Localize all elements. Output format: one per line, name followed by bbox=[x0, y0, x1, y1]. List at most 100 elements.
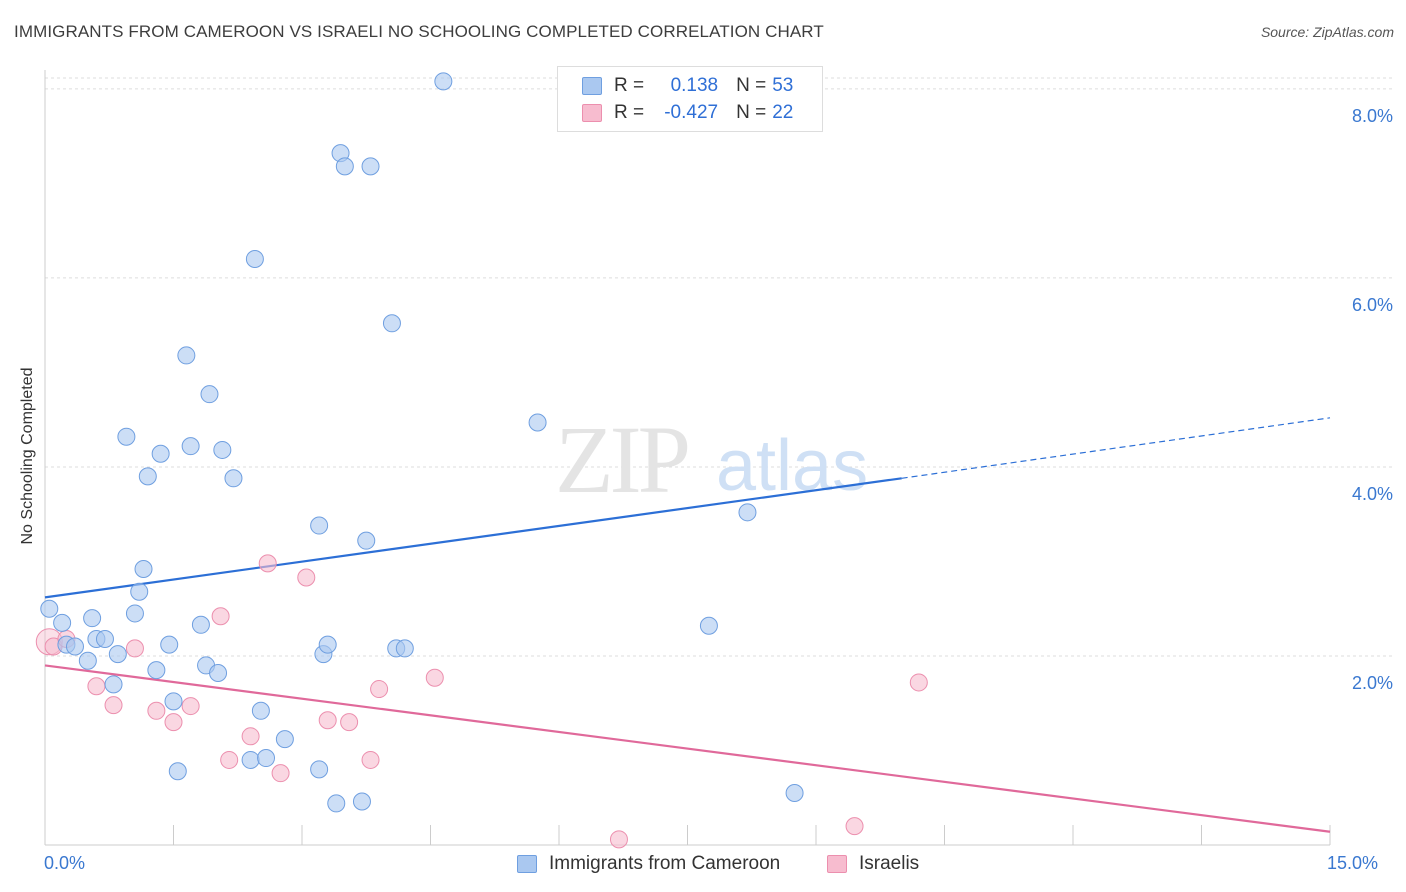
legend-swatch-pink bbox=[582, 104, 602, 122]
point-cameroon bbox=[151, 444, 170, 463]
point-cameroon bbox=[213, 440, 232, 459]
r-value: 0.138 bbox=[670, 75, 719, 96]
point-israelis bbox=[845, 817, 864, 836]
point-israelis bbox=[181, 697, 200, 716]
point-cameroon bbox=[104, 675, 123, 694]
point-cameroon bbox=[738, 503, 757, 522]
point-cameroon bbox=[130, 582, 149, 601]
stats-legend: R = 0.138 N = 53 R = -0.427 N = 22 bbox=[557, 66, 823, 132]
y-tick-label: 6.0% bbox=[1352, 295, 1393, 315]
point-cameroon bbox=[65, 637, 84, 656]
point-cameroon bbox=[53, 613, 72, 632]
point-israelis bbox=[361, 750, 380, 769]
point-cameroon bbox=[160, 635, 179, 654]
r-label: R = bbox=[614, 75, 645, 96]
x-tick-max: 15.0% bbox=[1327, 853, 1379, 873]
point-cameroon bbox=[108, 645, 127, 664]
point-cameroon bbox=[177, 346, 196, 365]
legend-swatch-blue bbox=[517, 855, 537, 873]
point-cameroon bbox=[245, 250, 264, 269]
n-value: 53 bbox=[772, 75, 794, 96]
trendline-israelis bbox=[44, 664, 1331, 833]
point-cameroon bbox=[352, 792, 371, 811]
point-cameroon bbox=[257, 749, 276, 768]
point-cameroon bbox=[138, 467, 157, 486]
point-israelis bbox=[211, 607, 230, 626]
point-israelis bbox=[271, 764, 290, 783]
point-israelis bbox=[297, 568, 316, 587]
point-cameroon bbox=[209, 663, 228, 682]
source-label: Source: ZipAtlas.com bbox=[1260, 24, 1394, 40]
point-cameroon bbox=[251, 701, 270, 720]
point-israelis bbox=[318, 711, 337, 730]
point-israelis bbox=[241, 727, 260, 746]
point-cameroon bbox=[785, 784, 804, 803]
point-israelis bbox=[258, 554, 277, 573]
n-value: 22 bbox=[772, 102, 794, 123]
point-cameroon bbox=[83, 609, 102, 628]
y-tick-label: 8.0% bbox=[1352, 106, 1393, 126]
point-israelis bbox=[87, 677, 106, 696]
point-israelis bbox=[340, 713, 359, 732]
points-layer bbox=[35, 72, 928, 849]
point-cameroon bbox=[181, 437, 200, 456]
y-tick-labels: 2.0% 4.0% 6.0% 8.0% bbox=[1352, 106, 1393, 693]
y-tick-label: 2.0% bbox=[1352, 673, 1393, 693]
point-cameroon bbox=[191, 615, 210, 634]
legend-label-cameroon: Immigrants from Cameroon bbox=[549, 853, 781, 874]
point-cameroon bbox=[310, 760, 329, 779]
point-cameroon bbox=[327, 794, 346, 813]
watermark-zip: ZIP bbox=[555, 406, 688, 513]
point-cameroon bbox=[361, 157, 380, 176]
series-legend-cameroon: Immigrants from Cameroon bbox=[517, 852, 780, 876]
point-israelis bbox=[220, 750, 239, 769]
point-cameroon bbox=[200, 385, 219, 404]
legend-label-israelis: Israelis bbox=[859, 853, 920, 874]
r-value: -0.427 bbox=[664, 102, 719, 123]
trendline-cameroon-extension bbox=[901, 417, 1331, 479]
point-israelis bbox=[425, 668, 444, 687]
stats-row-israelis: R = -0.427 N = 22 bbox=[582, 101, 793, 125]
point-cameroon bbox=[125, 604, 144, 623]
point-cameroon bbox=[382, 314, 401, 333]
stats-row-cameroon: R = 0.138 N = 53 bbox=[582, 74, 793, 98]
point-israelis bbox=[909, 673, 928, 692]
point-cameroon bbox=[134, 560, 153, 579]
n-label: N = bbox=[736, 75, 767, 96]
point-cameroon bbox=[318, 635, 337, 654]
point-cameroon bbox=[699, 616, 718, 635]
trend-layer bbox=[44, 417, 1331, 833]
point-cameroon bbox=[78, 651, 97, 670]
point-israelis bbox=[370, 680, 389, 699]
point-cameroon bbox=[224, 469, 243, 488]
point-cameroon bbox=[395, 639, 414, 658]
point-cameroon bbox=[164, 692, 183, 711]
y-tick-label: 4.0% bbox=[1352, 484, 1393, 504]
legend-swatch-blue bbox=[582, 77, 602, 95]
point-cameroon bbox=[117, 427, 136, 446]
trendline-cameroon bbox=[44, 477, 902, 599]
point-cameroon bbox=[95, 629, 114, 648]
point-israelis bbox=[125, 639, 144, 658]
point-cameroon bbox=[357, 531, 376, 550]
point-israelis bbox=[147, 701, 166, 720]
point-cameroon bbox=[528, 413, 547, 432]
watermark: ZIP atlas bbox=[555, 406, 868, 513]
axis-layer bbox=[44, 70, 1331, 846]
point-cameroon bbox=[310, 516, 329, 535]
x-tick-min: 0.0% bbox=[44, 853, 86, 873]
point-israelis bbox=[164, 713, 183, 732]
chart-title: IMMIGRANTS FROM CAMEROON VS ISRAELI NO S… bbox=[14, 22, 824, 41]
point-cameroon bbox=[147, 661, 166, 680]
point-cameroon bbox=[335, 157, 354, 176]
n-label: N = bbox=[736, 102, 767, 123]
series-legend-israelis: Israelis bbox=[827, 852, 919, 876]
r-label: R = bbox=[614, 102, 645, 123]
point-israelis bbox=[609, 830, 628, 849]
point-cameroon bbox=[434, 72, 453, 91]
point-cameroon bbox=[168, 762, 187, 781]
point-cameroon bbox=[241, 750, 260, 769]
point-cameroon bbox=[40, 599, 59, 618]
point-israelis bbox=[104, 696, 123, 715]
